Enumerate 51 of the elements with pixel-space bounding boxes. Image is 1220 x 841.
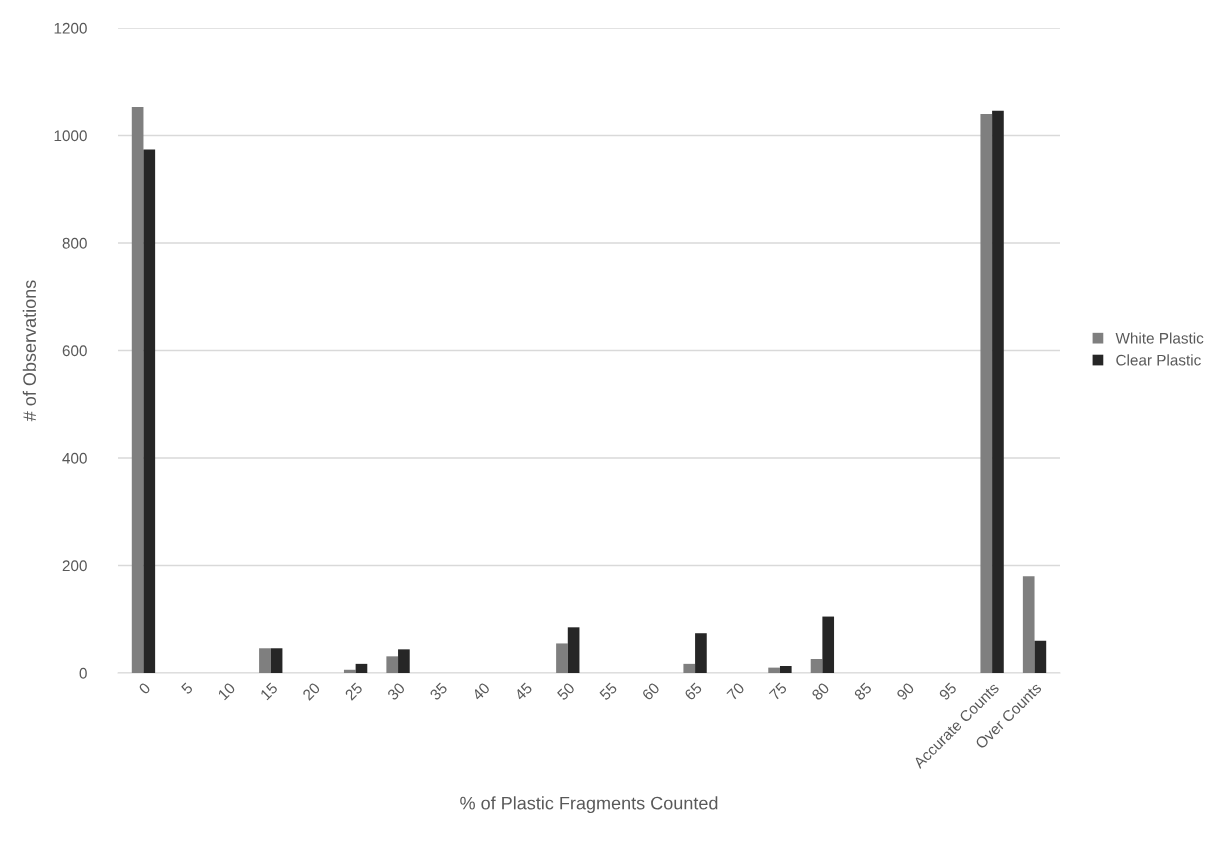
x-axis-title: % of Plastic Fragments Counted (460, 796, 718, 814)
bar (1034, 640, 1047, 673)
bar (779, 666, 792, 673)
y-tick-label: 800 (62, 237, 87, 249)
legend-label: Clear Plastic (1116, 354, 1201, 366)
bar (398, 649, 410, 673)
bar (270, 648, 283, 673)
y-tick-label: 1000 (54, 130, 87, 142)
y-tick-label: 400 (62, 452, 87, 464)
x-tick-label: 55 (599, 682, 618, 701)
bar (343, 669, 356, 673)
x-tick-label: 40 (471, 682, 491, 702)
x-tick-label: 75 (768, 682, 788, 701)
bar (259, 648, 271, 673)
y-tick-label: 0 (79, 667, 87, 679)
bar (810, 659, 823, 673)
x-tick-label: 70 (726, 682, 746, 701)
x-tick-label: 50 (556, 682, 576, 701)
y-tick-label: 200 (62, 560, 87, 572)
bar (386, 656, 399, 673)
y-axis-title: # of Observations (22, 280, 36, 422)
bar (695, 633, 707, 673)
bar (1022, 576, 1035, 673)
bar (355, 663, 368, 673)
legend-label: White Plastic (1115, 332, 1204, 344)
x-tick-label: 10 (217, 682, 236, 701)
x-tick-label: 35 (429, 682, 448, 701)
x-tick-label: 90 (896, 682, 915, 701)
x-tick-label: 85 (853, 682, 873, 701)
x-tick-label: 0 (138, 682, 151, 695)
bar (992, 110, 1004, 673)
x-tick-label: 25 (344, 682, 364, 701)
x-tick-label: 65 (683, 682, 703, 701)
bar (131, 107, 144, 673)
bar (683, 663, 696, 673)
x-tick-label: 15 (259, 682, 279, 701)
y-tick-label: 1200 (54, 22, 87, 34)
bar (980, 114, 993, 673)
y-tick-label: 600 (62, 345, 87, 357)
x-tick-label: 60 (641, 682, 661, 701)
x-tick-label: 80 (811, 682, 830, 701)
bar (567, 627, 580, 673)
x-tick-label: 5 (180, 682, 194, 695)
x-tick-label: 95 (938, 682, 958, 701)
bar (822, 616, 835, 673)
bar (556, 643, 568, 673)
x-tick-label: 20 (302, 682, 321, 701)
bar (143, 149, 156, 673)
x-tick-label: 45 (513, 682, 533, 702)
x-tick-label: 30 (386, 682, 406, 701)
bar (768, 667, 780, 673)
